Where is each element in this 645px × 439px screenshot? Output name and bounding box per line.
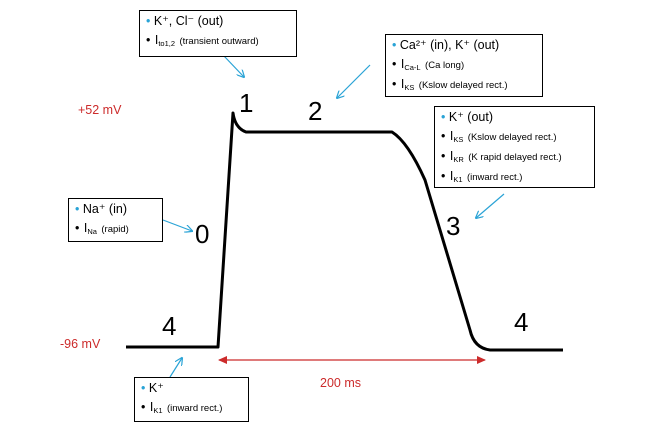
phase-2-label: 2: [308, 96, 323, 126]
phase3-ion-text: K⁺ (out): [448, 110, 493, 124]
bullet-icon: •: [75, 220, 80, 235]
voltage-top-label: +52 mV: [78, 103, 122, 117]
phase3-current1-symbol: I: [449, 128, 454, 143]
phase2-current1-symbol: I: [400, 56, 405, 71]
phase2-ion-text: Ca²⁺ (in), K⁺ (out): [399, 38, 500, 52]
phase4-current-symbol: I: [149, 399, 154, 414]
phase2-current1-desc: (Ca long): [425, 59, 465, 71]
bullet-icon: •: [146, 32, 151, 47]
phase4-ion-text: K⁺: [148, 381, 164, 395]
bullet-icon: •: [441, 168, 446, 183]
phase1-current-subscript: to1,2: [158, 38, 176, 48]
bullet-icon: •: [441, 128, 446, 143]
phase2-callout-arrow: [337, 64, 371, 98]
voltage-bottom-label: -96 mV: [60, 337, 101, 351]
bullet-icon: •: [75, 202, 80, 216]
bullet-icon: •: [392, 56, 397, 71]
bullet-icon: •: [392, 76, 397, 91]
phase0-callout-arrow: [162, 219, 192, 231]
bullet-icon: •: [141, 399, 146, 414]
phase3-current3-desc: (inward rect.): [466, 171, 523, 183]
phase3-info-box: • K⁺ (out) • IKS (Kslow delayed rect.) •…: [434, 106, 595, 188]
bullet-icon: •: [146, 14, 151, 28]
phase3-current1-desc: (Kslow delayed rect.): [467, 131, 557, 143]
phase4-callout-arrow: [169, 358, 182, 378]
action-potential-trace: [126, 111, 563, 352]
phase0-current-symbol: I: [83, 220, 88, 235]
phase1-current-desc: (transient outward): [179, 35, 259, 47]
phase2-current1-subscript: Ca-L: [404, 62, 421, 72]
bullet-icon: •: [141, 381, 146, 395]
phase3-current3-symbol: I: [449, 168, 454, 183]
phase3-current3-subscript: K1: [453, 174, 463, 184]
phase4-current-desc: (inward rect.): [166, 402, 223, 414]
phase-4-right-label: 4: [514, 307, 529, 337]
phase1-ion-text: K⁺, Cl⁻ (out): [153, 14, 224, 28]
phase3-callout-arrow: [476, 193, 505, 218]
phase0-ion-text: Na⁺ (in): [82, 202, 127, 216]
phase-4-left-label: 4: [162, 311, 177, 341]
bullet-icon: •: [392, 38, 397, 52]
phase3-current1-subscript: KS: [453, 134, 464, 144]
phase2-current2-symbol: I: [400, 76, 405, 91]
bullet-icon: •: [441, 148, 446, 163]
phase-1-label: 1: [239, 88, 254, 118]
phase1-info-box: • K⁺, Cl⁻ (out) • Ito1,2 (transient outw…: [139, 10, 297, 57]
duration-label: 200 ms: [320, 376, 361, 390]
phase4-info-box: • K⁺ • IK1 (inward rect.): [134, 377, 249, 422]
phase1-current-symbol: I: [154, 32, 159, 47]
bullet-icon: •: [441, 110, 446, 124]
phase-0-label: 0: [195, 219, 210, 249]
phase2-current2-subscript: KS: [404, 82, 415, 92]
phase0-current-subscript: Na: [87, 226, 97, 236]
phase2-info-box: • Ca²⁺ (in), K⁺ (out) • ICa-L (Ca long) …: [385, 34, 543, 97]
phase3-current2-desc: (K rapid delayed rect.): [468, 151, 562, 163]
phase0-info-box: • Na⁺ (in) • INa (rapid): [68, 198, 163, 242]
phase4-current-subscript: K1: [153, 405, 163, 415]
phase1-callout-arrow: [223, 55, 244, 77]
phase0-current-desc: (rapid): [101, 223, 129, 235]
phase2-current2-desc: (Kslow delayed rect.): [418, 79, 508, 91]
phase3-current2-subscript: KR: [453, 154, 464, 164]
phase3-current2-symbol: I: [449, 148, 454, 163]
phase-3-label: 3: [446, 211, 461, 241]
